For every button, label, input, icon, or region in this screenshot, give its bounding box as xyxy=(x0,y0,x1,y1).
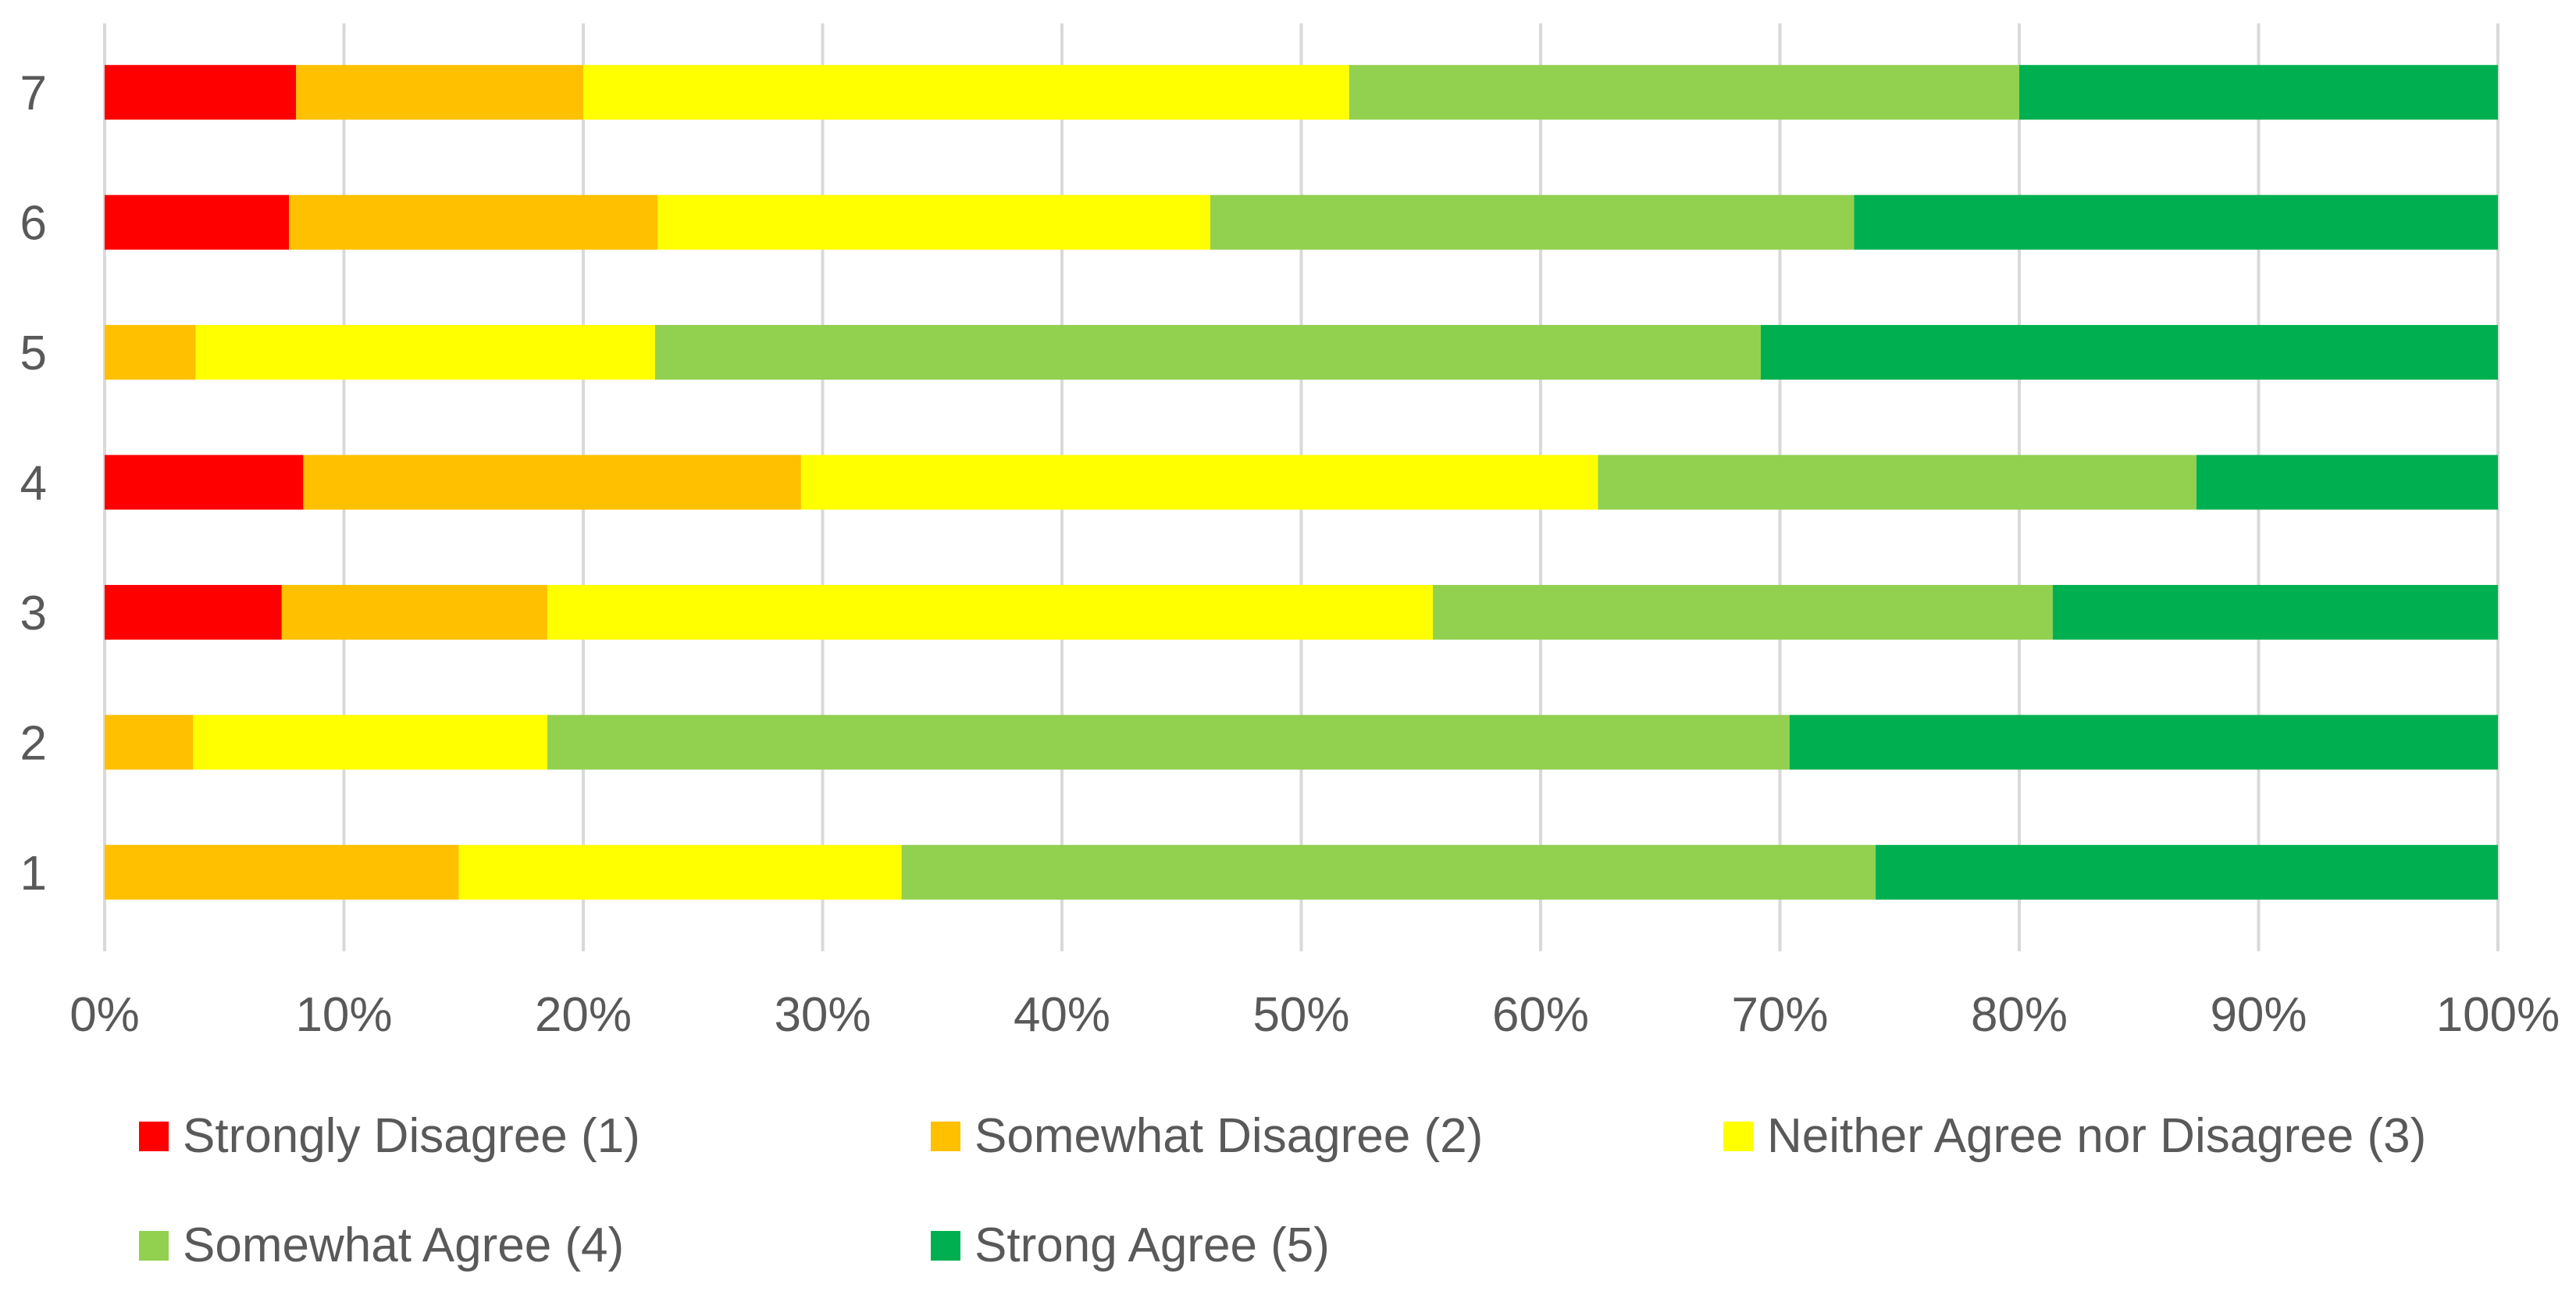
y-category-label: 3 xyxy=(20,587,47,640)
legend-label: Strong Agree (5) xyxy=(974,1218,1330,1272)
bar-segment-cat3-series1 xyxy=(105,584,282,640)
x-tick-label: 60% xyxy=(1492,988,1589,1042)
bar-segment-cat1-series5 xyxy=(1876,844,2498,900)
bar-segment-cat7-series5 xyxy=(2019,65,2498,120)
x-tick-label: 40% xyxy=(1014,988,1110,1042)
legend-swatch xyxy=(139,1122,169,1151)
x-tick-label: 10% xyxy=(295,988,392,1042)
bar-segment-cat4-series5 xyxy=(2196,455,2498,510)
bar-segment-cat4-series3 xyxy=(800,455,1598,510)
y-category-label: 2 xyxy=(20,716,47,770)
bar-segment-cat2-series3 xyxy=(193,715,548,770)
bar-segment-cat5-series3 xyxy=(195,325,655,380)
bar-segment-cat2-series2 xyxy=(105,715,194,770)
x-tick-label: 20% xyxy=(535,988,632,1042)
bar-segment-cat6-series5 xyxy=(1854,194,2498,250)
x-tick-label: 90% xyxy=(2210,988,2307,1042)
bar-segment-cat6-series2 xyxy=(289,194,658,250)
bar-segment-cat7-series2 xyxy=(296,65,583,120)
y-category-label: 6 xyxy=(20,197,47,251)
bar-segment-cat7-series1 xyxy=(105,65,297,120)
y-category-label: 5 xyxy=(20,326,47,380)
bar-segment-cat5-series5 xyxy=(1760,325,2498,380)
bar-segment-cat2-series4 xyxy=(547,715,1790,770)
x-tick-label: 50% xyxy=(1252,988,1349,1042)
bar-segment-cat1-series3 xyxy=(458,844,902,900)
legend-swatch xyxy=(1723,1122,1753,1151)
bar-segment-cat6-series3 xyxy=(657,194,1211,250)
bar-segment-cat3-series2 xyxy=(281,584,548,640)
bars xyxy=(105,65,2498,900)
bar-segment-cat5-series2 xyxy=(105,325,196,380)
bar-segment-cat4-series4 xyxy=(1598,455,2197,510)
bar-segment-cat1-series2 xyxy=(105,844,459,900)
legend-swatch xyxy=(931,1231,960,1261)
legend-label: Strongly Disagree (1) xyxy=(183,1109,640,1163)
legend-label: Somewhat Disagree (2) xyxy=(974,1109,1483,1163)
x-tick-label: 0% xyxy=(69,988,140,1042)
bar-segment-cat1-series4 xyxy=(901,844,1876,900)
bar-segment-cat3-series5 xyxy=(2052,584,2498,640)
bar-segment-cat7-series4 xyxy=(1349,65,2019,120)
y-category-label: 1 xyxy=(20,847,47,901)
axes: 0% 10% 20% 30% 40% 50% 60% 70% 80% 90% 100% 1 2 3 4 5 6 7 xyxy=(20,66,2560,1042)
x-tick-label: 100% xyxy=(2436,988,2560,1042)
y-category-label: 7 xyxy=(20,66,47,120)
bar-segment-cat3-series4 xyxy=(1433,584,2053,640)
bar-segment-cat6-series1 xyxy=(105,194,290,250)
legend: Strongly Disagree (1) Somewhat Disagree (… xyxy=(139,1109,2426,1272)
x-tick-label: 30% xyxy=(774,988,871,1042)
x-tick-label: 80% xyxy=(1971,988,2068,1042)
bar-segment-cat6-series4 xyxy=(1210,194,1855,250)
bar-segment-cat3-series3 xyxy=(547,584,1434,640)
bar-segment-cat4-series2 xyxy=(303,455,801,510)
legend-label: Somewhat Agree (4) xyxy=(183,1218,624,1272)
legend-swatch xyxy=(139,1231,169,1261)
legend-swatch xyxy=(931,1122,960,1151)
bar-segment-cat4-series1 xyxy=(105,455,304,510)
bar-segment-cat7-series3 xyxy=(583,65,1349,120)
legend-label: Neither Agree nor Disagree (3) xyxy=(1767,1109,2426,1163)
x-tick-label: 70% xyxy=(1731,988,1828,1042)
bar-segment-cat2-series5 xyxy=(1789,715,2498,770)
bar-segment-cat5-series4 xyxy=(654,325,1761,380)
y-category-label: 4 xyxy=(20,457,47,511)
